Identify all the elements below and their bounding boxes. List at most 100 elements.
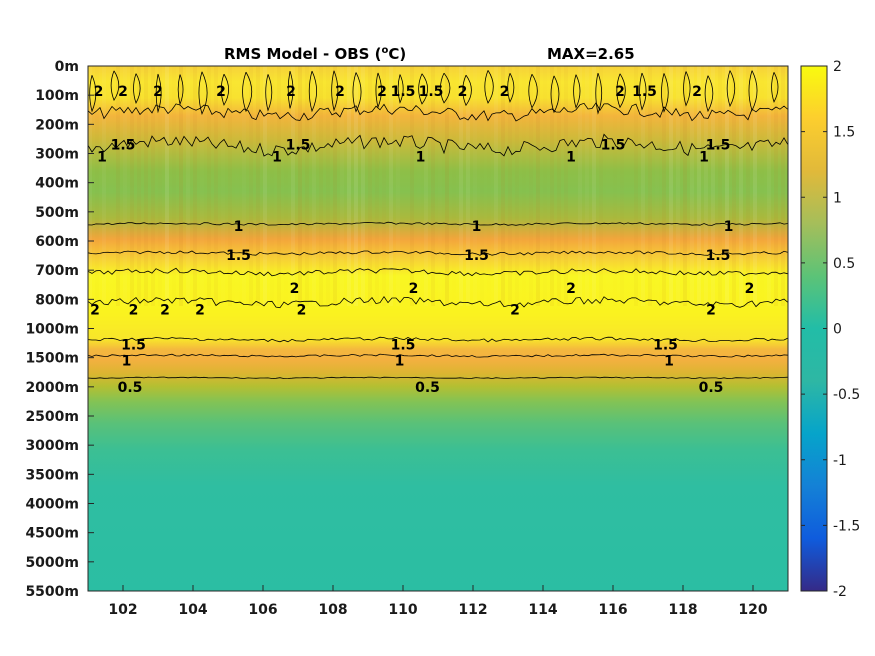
contour-loop [683, 71, 691, 107]
contour-label: 1.5 [706, 248, 731, 264]
texture-stripe [382, 66, 386, 306]
contour-loop [639, 72, 647, 111]
texture-stripe [256, 66, 260, 306]
contour-loop [418, 73, 429, 105]
texture-stripe [550, 66, 554, 306]
texture-stripe [718, 66, 722, 306]
contour-loop [595, 72, 603, 115]
colorbar-tick-label: 0.5 [833, 256, 855, 272]
contour-label: 2 [615, 84, 625, 100]
texture-stripe [781, 66, 785, 306]
texture-stripe [347, 66, 351, 306]
contour-line [88, 295, 788, 309]
contour-label: 2 [90, 302, 100, 318]
contour-line [88, 102, 788, 122]
texture-stripe [417, 66, 421, 306]
texture-stripe [319, 66, 323, 306]
contour-label: 1 [724, 219, 734, 235]
texture-stripe [564, 66, 568, 306]
texture-stripe [326, 66, 330, 306]
texture-stripe [88, 66, 92, 306]
y-tick-label: 700m [35, 263, 79, 279]
colorbar-tick-label: 1 [833, 190, 842, 206]
y-tick-label: 1000m [25, 322, 79, 338]
contour-loop [550, 75, 560, 114]
contour-loop [198, 71, 208, 115]
texture-stripe [424, 66, 428, 306]
contour-loop [265, 74, 273, 112]
contour-label: 2 [286, 84, 296, 100]
y-tick-label: 200m [35, 117, 79, 133]
x-tick-label: 106 [248, 602, 277, 618]
contour-label: 2 [297, 302, 307, 318]
colorbar-tick-label: -2 [833, 584, 847, 600]
contour-label: 1.5 [286, 137, 311, 153]
contour-label: 0.5 [415, 380, 440, 396]
contour-label: 1 [566, 150, 576, 166]
texture-stripe [620, 66, 624, 306]
contour-loop [352, 72, 362, 113]
contour-label: 2 [160, 302, 170, 318]
texture-stripe [466, 66, 470, 306]
y-tick-label: 1500m [25, 351, 79, 367]
texture-stripe [529, 66, 533, 306]
y-tick-label: 2000m [25, 380, 79, 396]
contour-line [88, 336, 788, 343]
y-tick-label: 100m [35, 88, 79, 104]
contour-loop [242, 71, 253, 113]
heatmap-texture [88, 66, 785, 306]
texture-stripe [725, 66, 729, 306]
texture-stripe [354, 66, 358, 306]
texture-stripe [613, 66, 617, 306]
contour-loop [573, 74, 581, 109]
texture-stripe [242, 66, 246, 306]
texture-stripe [305, 66, 309, 306]
texture-stripe [137, 66, 141, 306]
colorbar: 2 1.5 1 0.5 0 -0.5 -1 -1.5 -2 [800, 59, 860, 600]
texture-stripe [739, 66, 743, 306]
contour-label: 2 [745, 281, 755, 297]
contour-line [88, 267, 788, 277]
texture-stripe [144, 66, 148, 306]
y-tick-label: 0m [55, 59, 79, 75]
x-tick-label: 118 [668, 602, 697, 618]
colorbar-ticks: 2 1.5 1 0.5 0 -0.5 -1 -1.5 -2 [801, 59, 860, 600]
texture-stripe [746, 66, 750, 306]
contour-label: 1.5 [419, 84, 444, 100]
contour-label: 1.5 [391, 338, 416, 354]
texture-stripe [291, 66, 295, 306]
contour-label: 2 [129, 302, 139, 318]
texture-stripe [536, 66, 540, 306]
texture-stripe [508, 66, 512, 306]
texture-stripe [753, 66, 757, 306]
contour-label: 1.5 [391, 84, 416, 100]
contour-label: 1.5 [121, 338, 146, 354]
texture-stripe [641, 66, 645, 306]
contour-loop [704, 75, 714, 113]
y-tick-label: 800m [35, 292, 79, 308]
texture-stripe [179, 66, 183, 306]
contour-label: 2 [692, 84, 702, 100]
contour-label: 2 [335, 84, 345, 100]
texture-stripe [361, 66, 365, 306]
texture-stripe [774, 66, 778, 306]
contour-label: 2 [216, 84, 226, 100]
contour-line [88, 133, 788, 157]
y-tick-label: 500m [35, 205, 79, 221]
title-degree-superscript: o [382, 45, 389, 56]
texture-stripe [151, 66, 155, 306]
texture-stripe [249, 66, 253, 306]
texture-stripe [389, 66, 393, 306]
texture-stripe [648, 66, 652, 306]
x-tick-label: 104 [178, 602, 207, 618]
y-tick-label: 2500m [25, 409, 79, 425]
contour-label: 1.5 [632, 84, 657, 100]
texture-stripe [438, 66, 442, 306]
texture-stripe [200, 66, 204, 306]
contour-label: 2 [500, 84, 510, 100]
contour-loop [484, 70, 494, 104]
colorbar-tick-label: 0 [833, 322, 842, 338]
contour-loop [331, 70, 339, 112]
texture-stripe [683, 66, 687, 306]
